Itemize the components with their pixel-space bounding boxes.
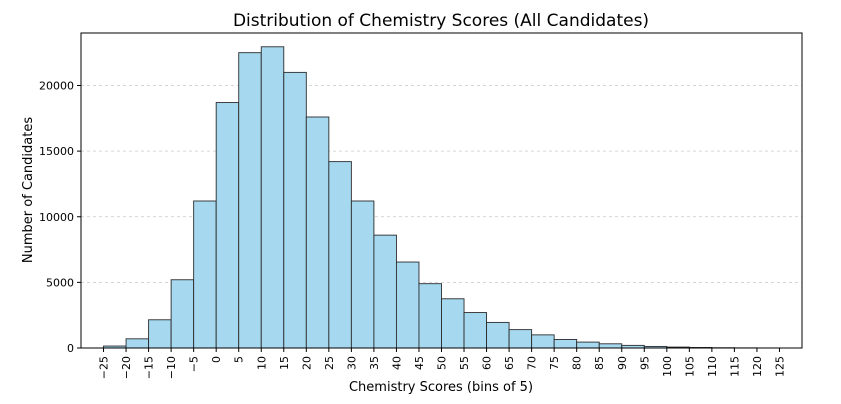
- x-tick-label: 5: [233, 356, 246, 363]
- chart-title: Distribution of Chemistry Scores (All Ca…: [233, 11, 649, 31]
- x-tick-label: 30: [345, 356, 358, 370]
- y-tick-label: 10000: [39, 211, 74, 224]
- y-tick-label: 15000: [39, 145, 74, 158]
- x-tick-label: 35: [368, 356, 381, 370]
- histogram-bar: [419, 284, 442, 348]
- histogram-bar: [509, 330, 532, 348]
- x-tick-label: 15: [278, 356, 291, 370]
- histogram-bar: [442, 299, 465, 348]
- x-tick-label: 120: [751, 356, 764, 377]
- histogram-bar: [239, 53, 262, 348]
- y-axis-ticks: 0 5000 10000 15000 20000: [39, 80, 81, 356]
- histogram-bar: [599, 344, 622, 348]
- x-tick-label: 70: [526, 356, 539, 370]
- histogram-bar: [126, 339, 149, 348]
- x-tick-label: 65: [503, 356, 516, 370]
- histogram-bar: [149, 320, 172, 348]
- x-tick-label: −25: [98, 356, 111, 379]
- x-tick-label: −15: [143, 356, 156, 379]
- histogram-bar: [554, 339, 577, 348]
- x-tick-label: 55: [458, 356, 471, 370]
- x-tick-label: 25: [323, 356, 336, 370]
- histogram-bar: [306, 117, 329, 348]
- x-tick-label: 110: [706, 356, 719, 377]
- x-axis-ticks: −25 −20 −15 −10 −5 0 5 10 15 20 25 30 35 40 45 50 55 60 65…: [98, 348, 787, 379]
- x-tick-label: 45: [413, 356, 426, 370]
- x-tick-label: 85: [593, 356, 606, 370]
- histogram-bar: [577, 342, 600, 348]
- histogram-bar: [261, 47, 284, 348]
- histogram-bar: [171, 280, 194, 348]
- x-tick-label: 105: [683, 356, 696, 377]
- x-tick-label: 95: [638, 356, 651, 370]
- x-tick-label: 125: [773, 356, 786, 377]
- x-tick-label: 10: [255, 356, 268, 370]
- histogram-bar: [329, 162, 352, 348]
- x-tick-label: 60: [481, 356, 494, 370]
- histogram-bar: [374, 235, 397, 348]
- y-tick-label: 5000: [46, 276, 74, 289]
- x-tick-label: −10: [165, 356, 178, 379]
- x-tick-label: 100: [661, 356, 674, 377]
- x-tick-label: 115: [728, 356, 741, 377]
- x-tick-label: 80: [571, 356, 584, 370]
- x-tick-label: 50: [436, 356, 449, 370]
- x-axis-label: Chemistry Scores (bins of 5): [349, 380, 533, 395]
- bars-group: [104, 47, 780, 348]
- histogram-bar: [284, 72, 307, 348]
- y-tick-label: 20000: [39, 80, 74, 93]
- histogram-bar: [216, 103, 239, 348]
- histogram-bar: [351, 201, 374, 348]
- y-axis-label: Number of Candidates: [21, 117, 36, 263]
- y-tick-label: 0: [67, 342, 74, 355]
- x-tick-label: −20: [120, 356, 133, 379]
- x-tick-label: −5: [188, 356, 201, 372]
- x-tick-label: 20: [300, 356, 313, 370]
- histogram-bar: [464, 313, 487, 348]
- histogram-bar: [396, 262, 419, 348]
- x-tick-label: 90: [616, 356, 629, 370]
- grid-lines: [81, 86, 802, 283]
- x-tick-label: 75: [548, 356, 561, 370]
- histogram-bar: [487, 322, 510, 348]
- histogram-bar: [532, 335, 555, 348]
- x-tick-label: 40: [390, 356, 403, 370]
- x-tick-label: 0: [210, 356, 223, 363]
- histogram-bar: [194, 201, 217, 348]
